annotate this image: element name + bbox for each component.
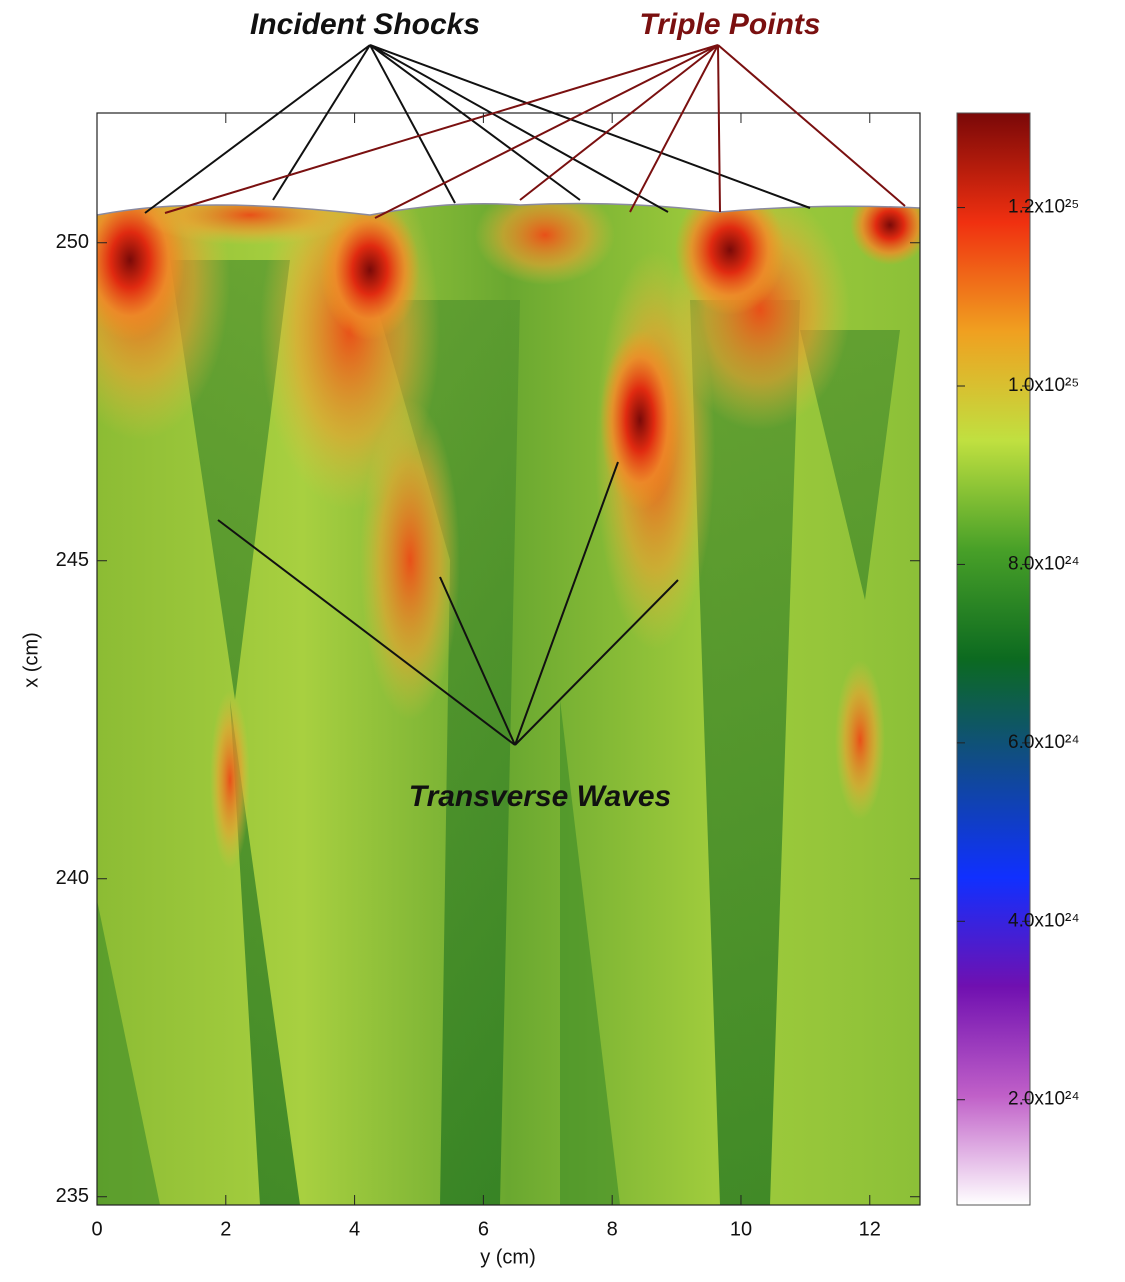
transverse-wave-arrows bbox=[217, 461, 679, 746]
annotation: Transverse Waves bbox=[409, 780, 671, 813]
colorbar-tick-label: 2.0x10²⁴ bbox=[1008, 1089, 1080, 1110]
x-tick-label: 6 bbox=[478, 1218, 489, 1240]
incident-shock-arrows bbox=[144, 44, 811, 214]
shock-front bbox=[96, 202, 921, 216]
colorbar-tick-label: 1.2x10²⁵ bbox=[1008, 197, 1079, 218]
y-axis-label: x (cm) bbox=[20, 632, 42, 688]
x-tick-label: 10 bbox=[730, 1218, 752, 1240]
x-axis-label: y (cm) bbox=[480, 1246, 536, 1268]
y-tick-label: 250 bbox=[56, 231, 89, 253]
colorbar-tick-label: 6.0x10²⁴ bbox=[1008, 732, 1080, 753]
annotation: Triple Points bbox=[639, 8, 820, 41]
triple-point-arrows bbox=[164, 44, 906, 219]
x-tick-label: 2 bbox=[220, 1218, 231, 1240]
colorbar-tick-label: 1.0x10²⁵ bbox=[1008, 375, 1079, 396]
y-tick-label: 245 bbox=[56, 549, 89, 571]
field-image bbox=[97, 203, 920, 1205]
y-tick-label: 235 bbox=[56, 1185, 89, 1207]
plot-frame bbox=[96, 112, 921, 1206]
annotation: Incident Shocks bbox=[250, 8, 480, 41]
x-tick-label: 8 bbox=[607, 1218, 618, 1240]
x-tick-label: 4 bbox=[349, 1218, 360, 1240]
colorbar bbox=[956, 112, 1031, 1206]
x-tick-label: 0 bbox=[91, 1218, 102, 1240]
colorbar-tick-label: 4.0x10²⁴ bbox=[1008, 910, 1080, 931]
x-tick-label: 12 bbox=[859, 1218, 881, 1240]
colorbar-tick-label: 8.0x10²⁴ bbox=[1008, 553, 1080, 574]
y-tick-label: 240 bbox=[56, 867, 89, 889]
